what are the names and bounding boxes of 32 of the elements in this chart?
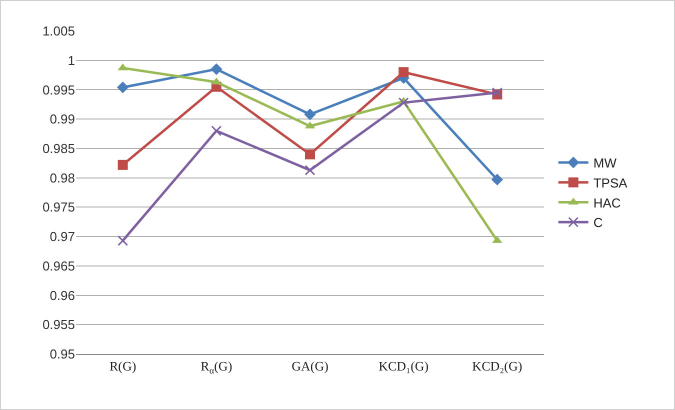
point <box>210 63 222 76</box>
point <box>211 126 222 136</box>
y-tick-label: 0.995 <box>42 82 75 98</box>
point <box>398 67 409 78</box>
legend-label: HAC <box>593 195 621 210</box>
x-tick-label: R$_{α}$(G) <box>200 358 232 376</box>
y-tick-label: 1 <box>68 52 75 68</box>
x-tick-label: R(G) <box>109 358 136 374</box>
point <box>398 97 409 108</box>
x-tick-label: KCD₁(G) <box>378 358 429 374</box>
y-tick-label: 0.97 <box>50 229 75 244</box>
y-tick-label: 1.005 <box>42 24 75 39</box>
y-tick-label: 0.96 <box>50 288 75 303</box>
point <box>304 164 316 176</box>
y-tick-label: 0.98 <box>50 170 75 186</box>
y-tick-label: 0.99 <box>50 112 75 127</box>
y-tick-label: 0.965 <box>42 258 75 274</box>
legend-label: C <box>593 215 603 230</box>
point <box>118 235 128 246</box>
point <box>305 149 315 160</box>
legend-label: TPSA <box>593 175 628 190</box>
point <box>118 160 128 170</box>
y-tick-label: 0.985 <box>42 141 75 156</box>
y-tick-label: 0.955 <box>42 317 75 332</box>
x-tick-label: KCD₂(G) <box>472 358 522 374</box>
y-tick-label: 0.95 <box>50 346 75 362</box>
point <box>116 82 129 94</box>
legend-label: MW <box>593 156 618 171</box>
y-tick-label: 0.975 <box>42 200 75 215</box>
point <box>304 108 316 120</box>
x-tick-label: GA(G) <box>292 358 328 374</box>
point <box>491 174 504 186</box>
